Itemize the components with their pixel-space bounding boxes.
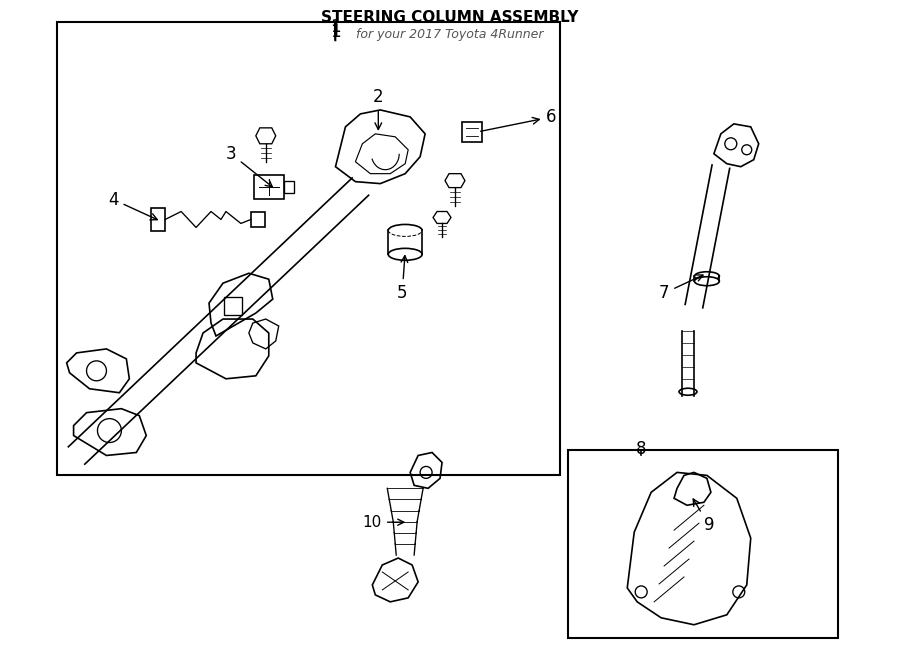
Bar xyxy=(284,180,293,192)
Text: 9: 9 xyxy=(693,499,715,534)
Ellipse shape xyxy=(388,249,422,260)
Bar xyxy=(251,212,265,227)
Text: 7: 7 xyxy=(659,275,703,302)
Ellipse shape xyxy=(695,272,719,281)
Text: STEERING COLUMN ASSEMBLY: STEERING COLUMN ASSEMBLY xyxy=(321,10,579,25)
Text: 10: 10 xyxy=(363,515,404,529)
Text: for your 2017 Toyota 4Runner: for your 2017 Toyota 4Runner xyxy=(356,28,544,41)
Text: 5: 5 xyxy=(397,256,408,302)
Ellipse shape xyxy=(695,277,719,286)
Bar xyxy=(224,297,242,315)
Text: 8: 8 xyxy=(636,440,646,457)
Text: 1: 1 xyxy=(330,19,341,36)
Text: 6: 6 xyxy=(481,108,557,132)
Bar xyxy=(462,122,482,142)
Text: 2: 2 xyxy=(373,88,383,130)
Bar xyxy=(151,208,166,231)
Ellipse shape xyxy=(679,388,697,395)
Text: 1: 1 xyxy=(330,23,341,41)
Text: 3: 3 xyxy=(226,145,273,187)
Bar xyxy=(254,175,284,198)
Text: 4: 4 xyxy=(108,190,158,220)
